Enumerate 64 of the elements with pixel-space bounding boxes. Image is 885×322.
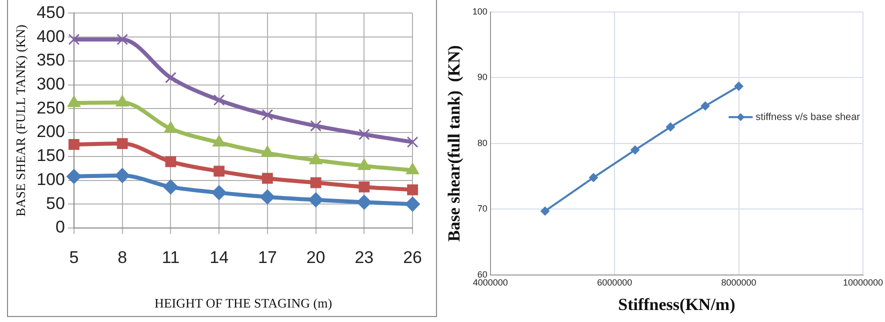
x-tick-label: 5: [69, 248, 79, 267]
point: [212, 185, 227, 200]
point: [540, 206, 550, 216]
y-tick-label: 50: [46, 194, 65, 213]
x-tick-label: 17: [258, 248, 277, 267]
point: [310, 177, 322, 188]
point: [407, 184, 418, 196]
point: [588, 173, 598, 182]
point: [165, 72, 176, 84]
x-tick-label: 20: [306, 248, 326, 267]
x-tick-label: 11: [162, 248, 180, 267]
x-tick-label: 26: [403, 248, 422, 267]
point: [212, 135, 226, 147]
x-tick-label: 4000000: [472, 278, 508, 288]
y-tick-label: 0: [55, 218, 65, 237]
point: [630, 145, 640, 154]
y-tick-label: 100: [472, 6, 488, 16]
point: [213, 94, 225, 106]
point: [68, 139, 80, 150]
y-tick-label: 100: [36, 170, 65, 189]
legend-label: stiffness v/s base shear: [756, 112, 861, 123]
point: [260, 146, 274, 158]
point: [358, 182, 370, 192]
point: [700, 101, 710, 110]
y-axis-title: Base shear(full tank) (KN): [444, 45, 464, 242]
x-axis-title: Stiffness(KN/m): [618, 295, 736, 314]
point: [356, 194, 372, 210]
x-tick-label: 6000000: [597, 278, 632, 288]
point: [260, 189, 275, 204]
y-tick-label: 300: [36, 74, 65, 94]
y-tick-label: 60: [477, 269, 488, 280]
point: [114, 168, 130, 183]
point: [308, 192, 324, 208]
x-axis-title: HEIGHT OF THE STAGING (m): [154, 296, 332, 311]
y-tick-label: 80: [477, 138, 488, 148]
y-tick-label: 450: [36, 2, 65, 22]
x-tick-label: 14: [210, 248, 229, 267]
point: [262, 172, 273, 184]
point: [406, 136, 418, 148]
x-tick-label: 10000000: [842, 278, 883, 288]
point: [405, 196, 420, 212]
point: [116, 34, 128, 46]
point: [262, 109, 274, 121]
y-tick-label: 250: [36, 98, 65, 118]
point: [116, 138, 128, 149]
y-tick-label: 350: [36, 50, 65, 70]
point: [66, 168, 82, 184]
y-axis-title: BASE SHEAR (FULL TANK) (KN): [13, 24, 28, 216]
y-tick-label: 70: [477, 204, 488, 214]
point: [734, 82, 744, 91]
y-tick-label: 90: [477, 72, 488, 82]
point: [310, 120, 322, 132]
point: [666, 122, 675, 132]
point: [165, 156, 176, 168]
y-tick-label: 200: [36, 122, 65, 142]
y-tick-label: 150: [36, 146, 65, 166]
point: [163, 179, 178, 194]
x-tick-label: 8000000: [721, 278, 756, 288]
point: [214, 166, 225, 177]
point: [68, 34, 80, 46]
y-tick-label: 400: [36, 26, 65, 46]
x-tick-label: 23: [354, 248, 374, 267]
point: [358, 128, 370, 140]
x-tick-label: 8: [118, 248, 128, 267]
